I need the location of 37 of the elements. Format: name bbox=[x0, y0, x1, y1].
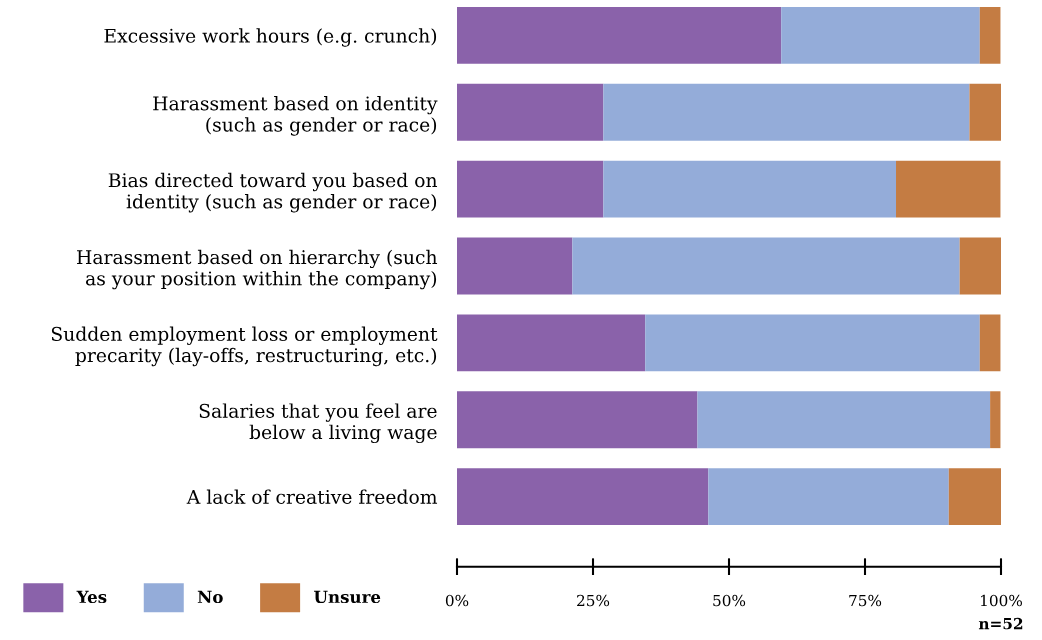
legend-label: No bbox=[197, 590, 223, 604]
y-tick-label: Excessive work hours (e.g. crunch) bbox=[104, 28, 437, 47]
bar bbox=[457, 391, 698, 449]
legend-label: Unsure bbox=[314, 590, 381, 604]
legend-label: Yes bbox=[76, 590, 107, 604]
bar bbox=[457, 468, 709, 525]
bar bbox=[708, 468, 949, 525]
y-tick-label: Salaries that you feel are below a living wage bbox=[199, 403, 437, 444]
bar bbox=[969, 83, 1001, 141]
y-tick-label: Bias directed toward you based on identity (such as gender or race) bbox=[108, 172, 438, 213]
x-tick-label: 100% bbox=[981, 594, 1022, 607]
bar bbox=[990, 391, 1001, 449]
y-tick-label: Harassment based on hierarchy (such as your position within the company) bbox=[77, 249, 438, 290]
bar bbox=[457, 160, 604, 218]
text: n=52 bbox=[978, 617, 1023, 630]
bar bbox=[948, 468, 1001, 525]
bar bbox=[979, 7, 1001, 64]
bar bbox=[645, 314, 980, 372]
y-tick-label: A lack of creative freedom bbox=[186, 489, 438, 504]
bar bbox=[457, 314, 646, 372]
bar bbox=[603, 83, 970, 141]
bar bbox=[697, 391, 991, 449]
bar bbox=[979, 314, 1001, 372]
bar bbox=[781, 7, 980, 64]
bar bbox=[603, 160, 897, 218]
x-tick-label: 75% bbox=[849, 594, 882, 607]
x-tick-label: 0% bbox=[445, 594, 469, 607]
bar bbox=[457, 237, 573, 295]
bar bbox=[572, 237, 960, 295]
y-tick-label: Harassment based on identity (such as gender or race) bbox=[153, 95, 438, 136]
bar bbox=[896, 160, 1001, 218]
bar bbox=[959, 237, 1001, 295]
bar bbox=[457, 83, 604, 141]
x-tick-label: 25% bbox=[577, 594, 610, 607]
y-tick-label: Sudden employment loss or employment precarity (lay-offs, restructuring, etc.) bbox=[51, 326, 438, 367]
bar bbox=[457, 7, 782, 64]
x-tick-label: 50% bbox=[713, 594, 746, 607]
